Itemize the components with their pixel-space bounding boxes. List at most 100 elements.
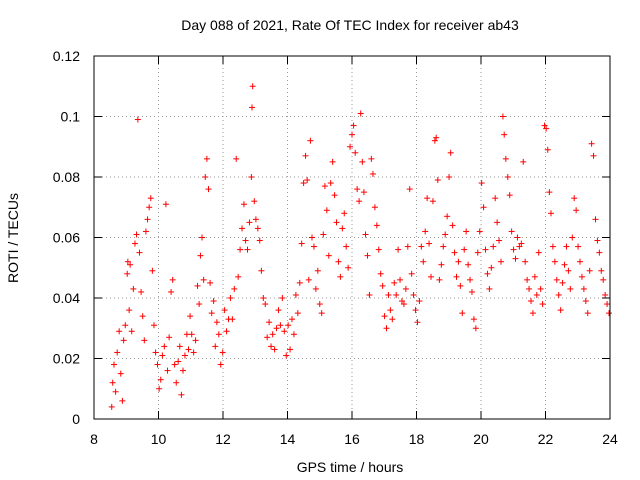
data-point-plus bbox=[389, 316, 396, 323]
data-point-plus bbox=[202, 174, 209, 180]
data-point-plus bbox=[539, 301, 546, 308]
data-point-plus bbox=[510, 246, 517, 253]
x-tick-label: 8 bbox=[90, 431, 98, 447]
data-point-plus bbox=[124, 258, 131, 265]
data-point-plus bbox=[327, 180, 334, 187]
x-tick-label: 18 bbox=[409, 431, 425, 447]
data-point-plus bbox=[459, 310, 466, 317]
data-point-plus bbox=[596, 249, 603, 256]
data-point-plus bbox=[321, 183, 328, 190]
data-point-plus bbox=[571, 195, 578, 202]
data-point-plus bbox=[264, 334, 271, 341]
data-point-plus bbox=[215, 331, 222, 338]
data-point-plus bbox=[442, 231, 449, 238]
data-point-plus bbox=[147, 195, 154, 202]
data-point-plus bbox=[502, 155, 509, 162]
data-point-plus bbox=[449, 222, 456, 229]
data-point-plus bbox=[302, 152, 309, 159]
data-point-plus bbox=[139, 313, 146, 320]
data-point-plus bbox=[578, 273, 585, 280]
data-point-plus bbox=[470, 316, 477, 323]
data-point-plus bbox=[141, 337, 148, 344]
data-point-plus bbox=[343, 243, 350, 250]
data-point-plus bbox=[290, 331, 297, 338]
data-point-plus bbox=[150, 322, 157, 329]
data-point-plus bbox=[453, 273, 460, 280]
data-point-plus bbox=[122, 322, 129, 329]
data-point-plus bbox=[318, 310, 325, 317]
data-point-plus bbox=[231, 285, 238, 292]
data-point-plus bbox=[354, 186, 361, 193]
data-point-plus bbox=[356, 198, 363, 205]
data-point-plus bbox=[116, 328, 123, 335]
data-point-plus bbox=[516, 243, 523, 250]
data-point-plus bbox=[457, 282, 464, 289]
data-point-plus bbox=[138, 288, 145, 295]
data-point-plus bbox=[117, 370, 124, 377]
data-point-plus bbox=[561, 261, 568, 268]
data-point-plus bbox=[337, 273, 344, 280]
data-point-plus bbox=[434, 177, 441, 184]
data-point-plus bbox=[316, 301, 323, 308]
data-point-plus bbox=[387, 307, 394, 314]
data-point-plus bbox=[161, 343, 168, 350]
data-point-plus bbox=[347, 143, 354, 150]
data-point-plus bbox=[577, 258, 584, 265]
data-point-plus bbox=[223, 328, 230, 335]
data-point-plus bbox=[127, 261, 134, 268]
data-point-plus bbox=[518, 240, 525, 247]
data-point-plus bbox=[199, 234, 206, 241]
data-point-plus bbox=[588, 140, 595, 147]
data-point-plus bbox=[164, 367, 171, 374]
data-point-plus bbox=[108, 403, 115, 410]
data-point-plus bbox=[543, 125, 550, 132]
data-point-plus bbox=[269, 331, 276, 338]
data-point-plus bbox=[325, 252, 332, 259]
data-point-plus bbox=[429, 198, 436, 205]
data-point-plus bbox=[472, 325, 479, 332]
x-tick-label: 16 bbox=[344, 431, 360, 447]
data-point-plus bbox=[244, 246, 251, 253]
data-point-plus bbox=[463, 228, 470, 235]
data-point-plus bbox=[126, 307, 133, 314]
chart-title: Day 088 of 2021, Rate Of TEC Index for r… bbox=[181, 17, 519, 33]
data-point-plus bbox=[217, 361, 224, 368]
data-point-plus bbox=[402, 285, 409, 292]
data-point-plus bbox=[320, 231, 327, 238]
data-point-plus bbox=[249, 83, 256, 90]
data-point-plus bbox=[178, 391, 185, 398]
data-point-plus bbox=[136, 249, 143, 256]
data-point-plus bbox=[553, 276, 560, 283]
data-point-plus bbox=[385, 291, 392, 298]
x-tick-label: 14 bbox=[280, 431, 296, 447]
data-point-plus bbox=[478, 180, 485, 187]
data-point-plus bbox=[482, 246, 489, 253]
data-point-plus bbox=[149, 267, 156, 274]
data-point-plus bbox=[283, 352, 290, 359]
data-point-plus bbox=[580, 285, 587, 292]
data-point-plus bbox=[420, 258, 427, 265]
data-point-plus bbox=[168, 288, 175, 295]
data-point-plus bbox=[142, 228, 149, 235]
data-point-plus bbox=[541, 122, 548, 129]
data-point-plus bbox=[187, 313, 194, 320]
data-point-plus bbox=[157, 376, 164, 383]
data-point-plus bbox=[256, 237, 263, 244]
data-point-plus bbox=[535, 249, 542, 256]
data-point-plus bbox=[602, 291, 609, 298]
data-point-plus bbox=[476, 228, 483, 235]
data-point-plus bbox=[369, 170, 376, 177]
data-point-plus bbox=[298, 240, 305, 247]
data-point-plus bbox=[606, 310, 613, 317]
data-point-plus bbox=[192, 337, 199, 344]
data-point-plus bbox=[331, 192, 338, 199]
data-point-plus bbox=[260, 295, 267, 301]
data-point-plus bbox=[497, 258, 504, 265]
data-point-plus bbox=[436, 276, 443, 283]
data-point-plus bbox=[546, 189, 553, 196]
data-point-plus bbox=[379, 282, 386, 289]
data-point-plus bbox=[533, 291, 540, 298]
data-point-plus bbox=[368, 155, 375, 162]
data-point-plus bbox=[271, 346, 278, 353]
data-point-plus bbox=[310, 243, 317, 250]
